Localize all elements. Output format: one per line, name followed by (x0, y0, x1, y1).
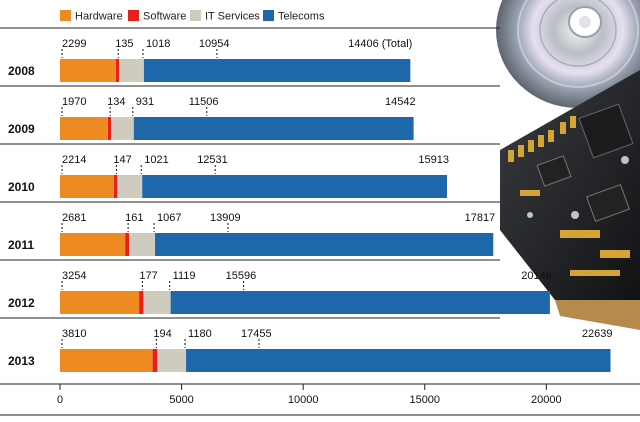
row-2008: 2008 2299 135 1018 10954 14406 (Total) (0, 27, 500, 82)
bar-segment-telecoms (142, 175, 447, 198)
bar-segment-it-services (129, 233, 156, 256)
row-2009: 2009 1970 134 931 11506 14542 (0, 85, 500, 140)
bar-segment-software (125, 233, 130, 256)
total-label: 20146 (521, 270, 552, 282)
value-label: 1180 (188, 328, 212, 340)
bar-segment-hardware (60, 233, 126, 256)
row-2012: 2012 3254 177 1119 15596 20146 (0, 259, 552, 314)
legend-swatch (190, 10, 201, 21)
value-label: 147 (113, 154, 131, 166)
value-label: 17455 (241, 328, 272, 340)
bar-segment-telecoms (186, 349, 611, 372)
x-tick-label: 5000 (169, 394, 193, 406)
x-tick-label: 15000 (409, 394, 440, 406)
value-label: 3254 (62, 270, 86, 282)
bar-segment-hardware (60, 175, 114, 198)
legend-label: Software (143, 11, 186, 23)
value-label: 15596 (226, 270, 257, 282)
bar-segment-it-services (119, 59, 144, 82)
value-label: 3810 (62, 328, 86, 340)
x-tick-label: 10000 (288, 394, 319, 406)
bar-segment-software (139, 291, 144, 314)
value-label: 161 (125, 212, 143, 224)
bar-segment-telecoms (155, 233, 494, 256)
x-tick-label: 0 (57, 394, 63, 406)
legend-item-2: IT Services (190, 10, 260, 23)
total-label: 14406 (Total) (348, 38, 412, 50)
bar-segment-software (113, 175, 118, 198)
value-label: 13909 (210, 212, 241, 224)
year-label: 2012 (8, 296, 35, 310)
bar-segment-hardware (60, 349, 153, 372)
year-label: 2008 (8, 64, 35, 78)
legend-swatch (128, 10, 139, 21)
bar-segment-telecoms (170, 291, 550, 314)
year-label: 2010 (8, 180, 35, 194)
x-axis: 0 5000 10000 15000 20000 (0, 383, 640, 416)
value-label: 1119 (173, 270, 196, 282)
bar-segment-it-services (111, 117, 134, 140)
value-label: 1970 (62, 96, 86, 108)
bar-segment-it-services (117, 175, 143, 198)
legend-label: IT Services (205, 11, 260, 23)
value-label: 177 (139, 270, 157, 282)
value-label: 931 (136, 96, 154, 108)
total-label: 15913 (418, 154, 449, 166)
value-label: 1021 (144, 154, 168, 166)
bar-segment-software (107, 117, 112, 140)
value-label: 2214 (62, 154, 86, 166)
value-label: 12531 (197, 154, 228, 166)
bar-rows: 2008 2299 135 1018 10954 14406 (Total) 2009 197… (0, 27, 613, 372)
x-tick-label: 20000 (531, 394, 562, 406)
legend: Hardware Software IT Services Telecoms (60, 10, 325, 23)
legend-label: Telecoms (278, 11, 325, 23)
legend-swatch (263, 10, 274, 21)
bar-segment-hardware (60, 291, 140, 314)
value-label: 2299 (62, 38, 86, 50)
legend-item-1: Software (128, 10, 186, 23)
row-2013: 2013 3810 194 1180 17455 22639 (0, 317, 613, 372)
year-label: 2009 (8, 122, 35, 136)
value-label: 2681 (62, 212, 86, 224)
bar-segment-it-services (143, 291, 171, 314)
total-label: 17817 (465, 212, 496, 224)
bar-segment-telecoms (133, 117, 414, 140)
year-label: 2011 (8, 238, 34, 252)
bar-segment-software (152, 349, 158, 372)
value-label: 1067 (157, 212, 181, 224)
legend-item-0: Hardware (60, 10, 123, 23)
bar-segment-it-services (157, 349, 187, 372)
value-label: 135 (115, 38, 133, 50)
row-2010: 2010 2214 147 1021 12531 15913 (0, 143, 500, 198)
legend-swatch (60, 10, 71, 21)
bar-segment-software (115, 59, 120, 82)
legend-label: Hardware (75, 11, 123, 23)
value-label: 10954 (199, 38, 230, 50)
value-label: 194 (153, 328, 171, 340)
bar-segment-hardware (60, 59, 116, 82)
total-label: 22639 (582, 328, 613, 340)
value-label: 11506 (189, 96, 219, 108)
cd-circuit-board-illustration (496, 0, 640, 330)
value-label: 1018 (146, 38, 170, 50)
year-label: 2013 (8, 354, 35, 368)
bar-segment-hardware (60, 117, 108, 140)
legend-item-3: Telecoms (263, 10, 325, 23)
total-label: 14542 (385, 96, 416, 108)
bar-segment-telecoms (143, 59, 411, 82)
value-label: 134 (107, 96, 125, 108)
row-2011: 2011 2681 161 1067 13909 17817 (0, 201, 500, 256)
